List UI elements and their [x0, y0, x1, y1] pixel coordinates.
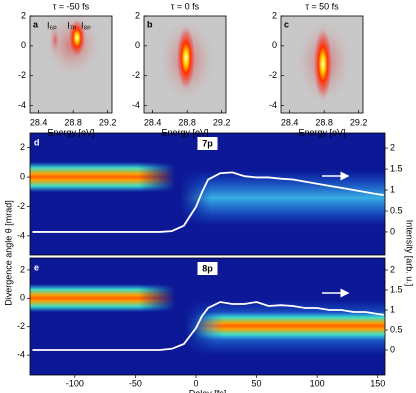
heatmap-image: [30, 133, 385, 375]
data-line: [32, 301, 384, 351]
y-tick-label: -2: [17, 201, 25, 211]
peak-label: I₇ₚ: [67, 20, 77, 30]
y-tick-label: 2: [272, 10, 277, 20]
x-axis-label: Energy [eV]: [47, 127, 94, 137]
y-tick-label: 2: [135, 10, 140, 20]
y-tick-label: 2: [20, 264, 25, 274]
y2-tick-label: 1: [390, 184, 395, 194]
panel-letter: e: [34, 262, 39, 272]
x-tick-label: 28.4: [30, 117, 48, 127]
panel-letter: a: [33, 19, 39, 29]
heatmap-image: [30, 11, 363, 113]
x-tick-label: -100: [66, 378, 84, 388]
plot-frame: [280, 15, 364, 114]
panel-letter: b: [147, 19, 153, 29]
label-box: [197, 137, 218, 150]
data-line: [32, 171, 384, 233]
x-axis-label: Delay [fs]: [189, 388, 227, 393]
series-label: 7p: [202, 138, 213, 148]
y-tick-label: 0: [21, 40, 26, 50]
chart-title: τ = -50 fs: [53, 1, 90, 11]
series-label: 8p: [202, 263, 213, 273]
y2-tick-label: 1.5: [390, 284, 403, 294]
y-tick-label: -4: [132, 100, 140, 110]
x-tick-label: 50: [252, 378, 262, 388]
label-box: [197, 262, 218, 275]
y-tick-label: 0: [20, 171, 25, 181]
x-tick-label: 29.2: [213, 117, 231, 127]
x-axis-label: Energy [eV]: [298, 127, 345, 137]
y-tick-label: -4: [17, 349, 25, 359]
y-tick-label: 2: [21, 10, 26, 20]
plot-frame: [29, 132, 386, 256]
x-tick-label: 100: [310, 378, 325, 388]
x-tick-label: 28.8: [64, 117, 82, 127]
x-tick-label: 28.4: [144, 117, 162, 127]
x-tick-label: 28.8: [315, 117, 333, 127]
y2-tick-label: 0.5: [390, 205, 403, 215]
y2-axis-label: Intensity [arb. u.]: [405, 220, 415, 287]
y-tick-label: 0: [20, 293, 25, 303]
y-axis-label: Divergence angle θ [mrad]: [3, 200, 13, 306]
y2-tick-label: 2: [390, 264, 395, 274]
plot-frame: [29, 257, 386, 376]
panel-letter: d: [34, 137, 40, 147]
x-tick-label: 150: [370, 378, 385, 388]
x-axis-label: Energy [eV]: [161, 127, 208, 137]
y2-tick-label: 1: [390, 304, 395, 314]
x-tick-label: 29.2: [99, 117, 117, 127]
y-tick-label: -2: [269, 70, 277, 80]
plot-frame: [143, 15, 227, 114]
x-tick-label: 28.4: [281, 117, 299, 127]
peak-label: I₆ₚ: [47, 20, 57, 30]
y2-tick-label: 2: [390, 142, 395, 152]
y-tick-label: -2: [18, 70, 26, 80]
chart-title: τ = 50 fs: [305, 1, 339, 11]
peak-label: I₈ₚ: [81, 20, 91, 30]
y-tick-label: -2: [17, 321, 25, 331]
x-tick-label: 29.2: [350, 117, 368, 127]
y-tick-label: 0: [135, 40, 140, 50]
y-tick-label: 2: [20, 142, 25, 152]
panel-letter: c: [284, 19, 289, 29]
y2-tick-label: 1.5: [390, 163, 403, 173]
y-tick-label: -4: [17, 230, 25, 240]
y-tick-label: -4: [18, 100, 26, 110]
y-tick-label: 0: [272, 40, 277, 50]
y2-tick-label: 0: [390, 344, 395, 354]
chart-title: τ = 0 fs: [171, 1, 200, 11]
y-tick-label: -2: [132, 70, 140, 80]
y2-tick-label: 0.5: [390, 324, 403, 334]
y-tick-label: -4: [269, 100, 277, 110]
x-tick-label: 28.8: [178, 117, 196, 127]
x-tick-label: 0: [193, 378, 198, 388]
plot-frame: [29, 15, 113, 114]
y2-tick-label: 0: [390, 226, 395, 236]
x-tick-label: -50: [129, 378, 142, 388]
